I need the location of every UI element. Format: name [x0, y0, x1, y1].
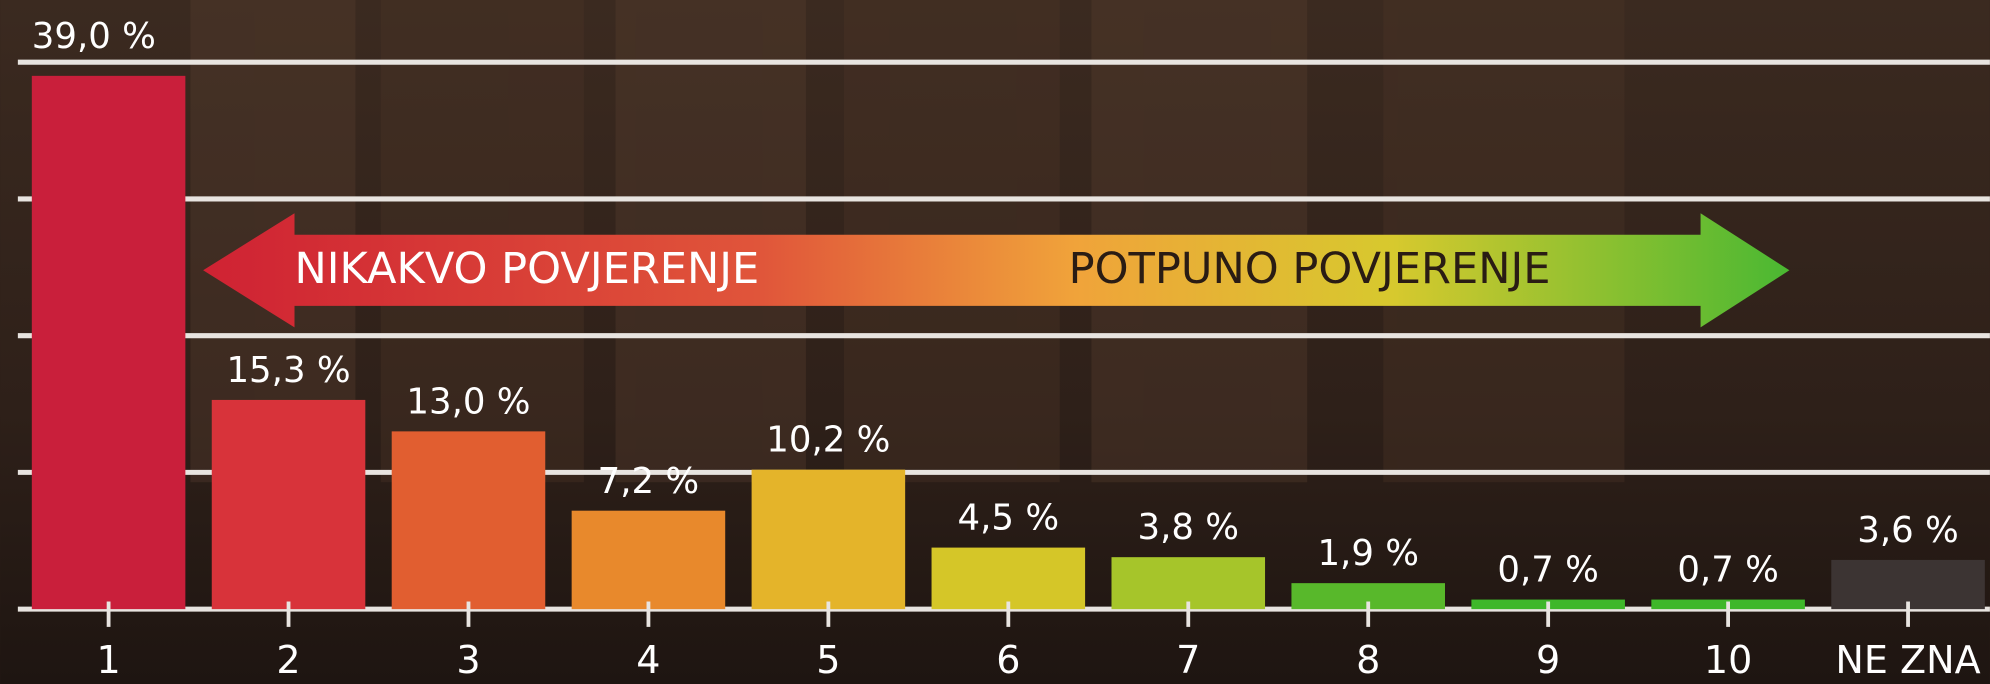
value-label: 1,9 % — [1317, 533, 1419, 574]
value-label: 13,0 % — [406, 381, 530, 422]
bar — [32, 76, 186, 609]
value-label: 15,3 % — [226, 350, 350, 391]
bar — [932, 548, 1086, 610]
value-label: 0,7 % — [1677, 550, 1779, 591]
chart: NIKAKVO POVJERENJE POTPUNO POVJERENJE 13… — [0, 0, 1990, 684]
x-tick-label: 3 — [456, 638, 480, 682]
bar — [572, 511, 726, 609]
annotation-left: NIKAKVO POVJERENJE — [295, 244, 760, 294]
bar — [212, 400, 366, 609]
bar — [392, 431, 546, 609]
x-tick-label: NE ZNA — [1835, 638, 1980, 682]
x-tick-label: 1 — [96, 638, 120, 682]
x-tick-label: 8 — [1356, 638, 1380, 682]
value-label: 0,7 % — [1497, 550, 1599, 591]
value-label: 3,8 % — [1138, 507, 1240, 548]
value-label: 39,0 % — [32, 16, 156, 57]
bar — [752, 470, 906, 609]
value-label: 3,6 % — [1857, 510, 1959, 551]
annotation-right: POTPUNO POVJERENJE — [1069, 244, 1551, 294]
x-tick-label: 5 — [816, 638, 840, 682]
value-label: 7,2 % — [598, 461, 700, 502]
x-tick-label: 7 — [1176, 638, 1200, 682]
x-tick-label: 9 — [1536, 638, 1560, 682]
x-tick-label: 4 — [636, 638, 660, 682]
x-tick-label: 6 — [996, 638, 1020, 682]
value-label: 4,5 % — [958, 498, 1060, 539]
x-tick-label: 2 — [276, 638, 300, 682]
x-tick-label: 10 — [1704, 638, 1752, 682]
value-label: 10,2 % — [766, 420, 890, 461]
bar — [1111, 557, 1265, 609]
